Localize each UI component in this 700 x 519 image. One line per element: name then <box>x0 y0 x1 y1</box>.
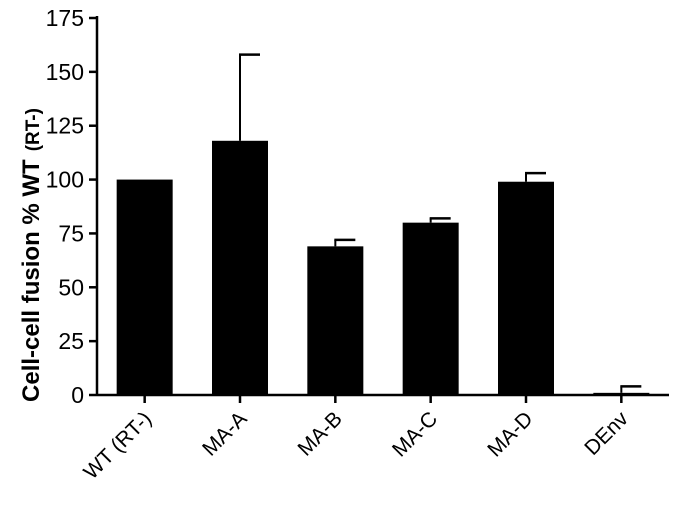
y-tick-label: 75 <box>58 220 84 246</box>
y-tick-label: 100 <box>46 167 84 193</box>
x-tick-label: WT (RT-) <box>79 407 156 484</box>
bars-group <box>116 140 650 395</box>
x-labels-group: WT (RT-) MA-A MA-B MA-C MA-D DEnv <box>79 395 633 484</box>
bar <box>116 179 173 395</box>
axes-group <box>95 16 669 397</box>
y-ticks-group: 0 25 50 75 100 125 150 175 <box>46 5 97 408</box>
x-tick-label: MA-D <box>483 407 537 461</box>
x-tick-label: MA-B <box>293 407 346 460</box>
bar <box>212 140 268 395</box>
x-tick-label: DEnv <box>580 407 633 460</box>
x-tick-label: MA-A <box>198 407 251 460</box>
bar <box>307 246 364 395</box>
y-tick-label: 125 <box>46 113 84 139</box>
bar <box>402 222 459 395</box>
y-tick-label: 25 <box>58 328 84 354</box>
y-axis-title-main: Cell-cell fusion % WT <box>18 159 45 402</box>
y-tick-label: 175 <box>46 5 84 31</box>
error-bars-group <box>239 53 642 393</box>
svg-text:Cell-cell fusion % WT(RT-): Cell-cell fusion % WT (RT-) <box>18 108 45 402</box>
x-tick-label: MA-C <box>388 407 442 461</box>
y-tick-label: 50 <box>58 274 84 300</box>
y-tick-label: 0 <box>71 382 84 408</box>
y-axis-title-suffix: (RT-) <box>23 108 44 151</box>
bar <box>498 181 554 395</box>
y-tick-label: 150 <box>46 59 84 85</box>
y-axis-title: Cell-cell fusion % WT (RT-) <box>18 108 45 402</box>
